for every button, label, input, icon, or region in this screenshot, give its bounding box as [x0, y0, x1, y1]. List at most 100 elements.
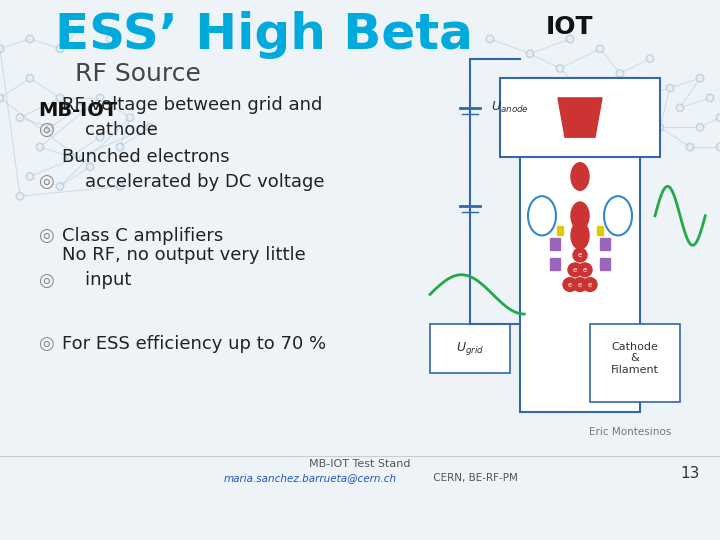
Circle shape	[563, 278, 577, 292]
Circle shape	[0, 94, 4, 102]
Circle shape	[58, 47, 62, 51]
Circle shape	[573, 278, 587, 292]
Circle shape	[666, 84, 674, 92]
Circle shape	[98, 96, 102, 100]
Circle shape	[148, 125, 152, 130]
Circle shape	[56, 94, 64, 102]
Circle shape	[58, 184, 62, 188]
Circle shape	[528, 52, 532, 56]
Circle shape	[576, 84, 584, 92]
Ellipse shape	[571, 202, 589, 230]
Circle shape	[96, 133, 104, 141]
Text: MB-IOT: MB-IOT	[38, 100, 117, 119]
Circle shape	[688, 145, 692, 149]
Text: e: e	[583, 267, 587, 273]
Ellipse shape	[571, 222, 589, 249]
Text: maria.sanchez.barrueta@cern.ch: maria.sanchez.barrueta@cern.ch	[223, 473, 397, 483]
FancyBboxPatch shape	[430, 324, 510, 373]
Circle shape	[698, 76, 702, 80]
Text: ◎: ◎	[38, 335, 54, 353]
Circle shape	[598, 47, 602, 51]
Circle shape	[718, 116, 720, 119]
Circle shape	[18, 194, 22, 198]
Circle shape	[0, 47, 2, 51]
Text: ◎: ◎	[38, 173, 54, 191]
Circle shape	[16, 113, 24, 122]
Bar	[550, 238, 560, 250]
Circle shape	[36, 143, 44, 151]
Text: MB-IOT Test Stand: MB-IOT Test Stand	[310, 459, 410, 469]
Text: $U_{grid}$: $U_{grid}$	[456, 340, 484, 357]
Circle shape	[78, 106, 82, 110]
Text: Cathode
&
Filament: Cathode & Filament	[611, 342, 659, 375]
Circle shape	[88, 165, 92, 168]
Circle shape	[618, 71, 622, 75]
Text: e: e	[573, 267, 577, 273]
Bar	[557, 226, 563, 235]
Circle shape	[126, 113, 134, 122]
Circle shape	[108, 37, 112, 41]
Circle shape	[708, 96, 712, 100]
Text: Eric Montesinos: Eric Montesinos	[589, 427, 671, 437]
Circle shape	[656, 124, 664, 131]
Circle shape	[626, 94, 634, 102]
Circle shape	[56, 45, 64, 53]
Circle shape	[66, 153, 74, 161]
Circle shape	[28, 174, 32, 179]
Circle shape	[566, 35, 574, 43]
Circle shape	[26, 75, 34, 82]
Circle shape	[578, 86, 582, 90]
Text: RF voltage between grid and
    cathode: RF voltage between grid and cathode	[62, 96, 323, 139]
Circle shape	[76, 104, 84, 112]
Circle shape	[686, 143, 694, 151]
Circle shape	[98, 135, 102, 139]
Bar	[550, 258, 560, 270]
Text: ◎: ◎	[38, 227, 54, 245]
Circle shape	[26, 35, 34, 43]
Circle shape	[28, 76, 32, 80]
Circle shape	[648, 57, 652, 60]
Circle shape	[0, 45, 4, 53]
Circle shape	[668, 86, 672, 90]
Circle shape	[18, 116, 22, 119]
Circle shape	[716, 143, 720, 151]
Circle shape	[76, 25, 84, 33]
Text: $U_{anode}$: $U_{anode}$	[491, 100, 529, 116]
Circle shape	[48, 125, 52, 130]
Circle shape	[46, 124, 54, 131]
Text: Bunched electrons
    accelerated by DC voltage: Bunched electrons accelerated by DC volt…	[62, 148, 325, 191]
Text: e: e	[578, 281, 582, 288]
Circle shape	[28, 37, 32, 41]
Circle shape	[573, 248, 587, 262]
Circle shape	[106, 35, 114, 43]
Bar	[597, 226, 603, 235]
Circle shape	[118, 145, 122, 149]
FancyBboxPatch shape	[520, 78, 640, 412]
Ellipse shape	[571, 163, 589, 190]
Text: RF Source: RF Source	[75, 62, 201, 86]
Text: ESS’ High Beta: ESS’ High Beta	[55, 11, 473, 59]
Circle shape	[558, 66, 562, 70]
Circle shape	[68, 155, 72, 159]
Circle shape	[696, 124, 704, 131]
Circle shape	[583, 278, 597, 292]
Circle shape	[616, 70, 624, 77]
Circle shape	[568, 37, 572, 41]
Ellipse shape	[604, 196, 632, 235]
Circle shape	[38, 145, 42, 149]
Text: ◎: ◎	[38, 121, 54, 139]
Text: ◎: ◎	[38, 272, 54, 289]
Circle shape	[646, 55, 654, 63]
Circle shape	[0, 96, 2, 100]
Circle shape	[116, 183, 124, 190]
Text: IOT: IOT	[546, 15, 594, 39]
Text: No RF, no output very little
    input: No RF, no output very little input	[62, 246, 306, 289]
Circle shape	[658, 125, 662, 130]
Text: e: e	[568, 281, 572, 288]
Circle shape	[698, 125, 702, 130]
Circle shape	[718, 145, 720, 149]
Circle shape	[556, 64, 564, 72]
Circle shape	[146, 124, 154, 131]
Polygon shape	[558, 98, 602, 137]
Circle shape	[56, 183, 64, 190]
